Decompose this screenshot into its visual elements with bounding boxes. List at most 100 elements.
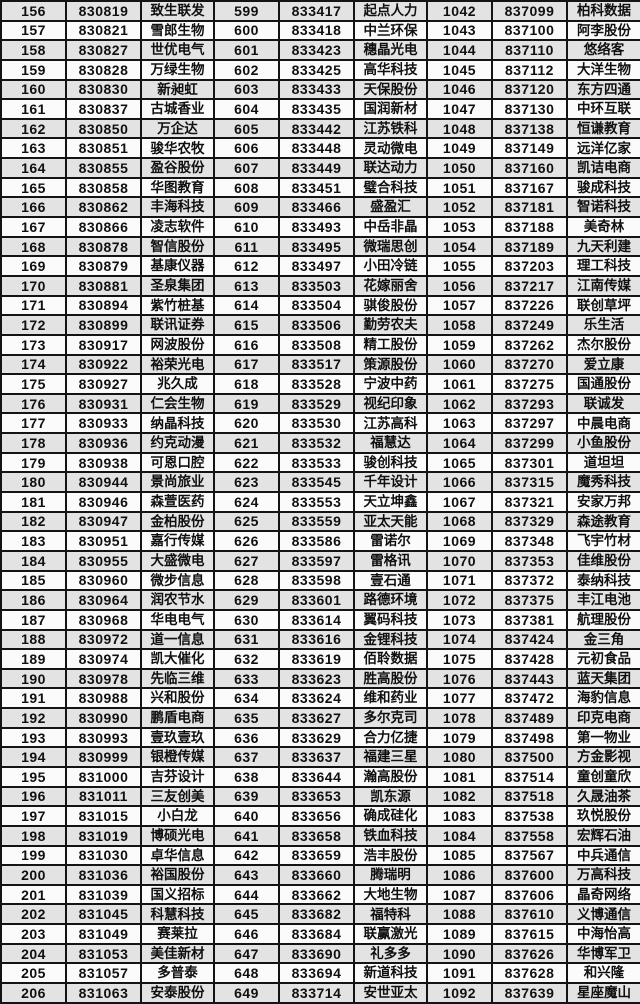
name-cell: 中海怡高 (566, 923, 640, 945)
rank-cell: 1059 (426, 333, 493, 356)
name-cell: 灵动微电 (353, 137, 428, 160)
rank-cell: 633 (213, 667, 280, 690)
rank-cell: 1051 (426, 176, 493, 199)
code-cell: 837600 (491, 864, 568, 886)
code-cell: 830851 (65, 137, 142, 160)
code-cell: 837498 (491, 726, 568, 749)
code-cell: 837428 (491, 648, 568, 670)
rank-cell: 184 (0, 549, 67, 572)
name-cell: 金柏股份 (140, 510, 215, 533)
name-cell: 中兰环保 (353, 19, 428, 42)
name-cell: 景尚旅业 (140, 471, 215, 493)
name-cell: 穗晶光电 (353, 39, 428, 61)
code-cell: 833553 (278, 491, 355, 513)
name-cell: 联赢激光 (353, 923, 428, 945)
code-cell: 837110 (491, 39, 568, 61)
table-row: 199 831030 卓华信息 642 833659 浩丰股份 1085 837567 中兵通信 (0, 844, 640, 867)
rank-cell: 195 (0, 766, 67, 788)
name-cell: 新昶虹 (140, 78, 215, 101)
code-cell: 830993 (65, 726, 142, 749)
rank-cell: 607 (213, 157, 280, 179)
rank-cell: 1091 (426, 962, 493, 985)
code-cell: 837293 (491, 392, 568, 415)
code-cell: 830946 (65, 491, 142, 513)
name-cell: 千年设计 (353, 471, 428, 493)
rank-cell: 1081 (426, 766, 493, 788)
name-cell: 阿李股份 (566, 19, 640, 42)
name-cell: 确成硅化 (353, 805, 428, 827)
table-row: 158 830827 世优电气 601 833423 穗晶光电 1044 837110 悠络客 (0, 39, 640, 61)
code-cell: 833627 (278, 707, 355, 729)
name-cell: 国润新材 (353, 98, 428, 120)
name-cell: 大地生物 (353, 883, 428, 906)
name-cell: 联创草坪 (566, 294, 640, 317)
name-cell: 高华科技 (353, 58, 428, 81)
rank-cell: 1082 (426, 785, 493, 808)
code-cell: 833659 (278, 844, 355, 867)
name-cell: 联诚发 (566, 392, 640, 415)
name-cell: 裕国股份 (140, 864, 215, 886)
code-cell: 830972 (65, 628, 142, 651)
rank-cell: 166 (0, 196, 67, 219)
rank-cell: 173 (0, 333, 67, 356)
rank-cell: 185 (0, 569, 67, 592)
code-cell: 833682 (278, 903, 355, 926)
name-cell: 天保股份 (353, 78, 428, 101)
rank-cell: 163 (0, 137, 67, 160)
rank-cell: 603 (213, 78, 280, 101)
name-cell: 微瑞思创 (353, 235, 428, 258)
name-cell: 佳维股份 (566, 549, 640, 572)
name-cell: 路德环境 (353, 589, 428, 611)
code-cell: 830938 (65, 451, 142, 474)
code-cell: 833714 (278, 982, 355, 1004)
code-cell: 830933 (65, 412, 142, 435)
rank-cell: 1073 (426, 608, 493, 631)
code-cell: 833619 (278, 648, 355, 670)
code-cell: 830999 (65, 746, 142, 768)
name-cell: 骏创科技 (353, 451, 428, 474)
table-row: 177 830933 纳晶科技 620 833530 江苏高科 1063 837297 中晨电商 (0, 412, 640, 435)
name-cell: 合力亿捷 (353, 726, 428, 749)
name-cell: 宁波中药 (353, 373, 428, 395)
name-cell: 理工科技 (566, 255, 640, 277)
code-cell: 833435 (278, 98, 355, 120)
code-cell: 833449 (278, 157, 355, 179)
code-cell: 837226 (491, 294, 568, 317)
code-cell: 833517 (278, 353, 355, 376)
rank-cell: 187 (0, 608, 67, 631)
name-cell: 蓝天集团 (566, 667, 640, 690)
code-cell: 833508 (278, 333, 355, 356)
code-cell: 833637 (278, 746, 355, 768)
name-cell: 中环互联 (566, 98, 640, 120)
code-cell: 830931 (65, 392, 142, 415)
name-cell: 金锂科技 (353, 628, 428, 651)
name-cell: 精工股份 (353, 333, 428, 356)
code-cell: 833433 (278, 78, 355, 101)
rank-cell: 1046 (426, 78, 493, 101)
rank-cell: 1043 (426, 19, 493, 42)
rank-cell: 204 (0, 942, 67, 965)
table-row: 162 830850 万企达 605 833442 江苏铁科 1048 837138 恒谦教育 (0, 117, 640, 140)
rank-cell: 635 (213, 707, 280, 729)
rank-cell: 174 (0, 353, 67, 376)
rank-cell: 615 (213, 314, 280, 336)
rank-cell: 1062 (426, 392, 493, 415)
code-cell: 833601 (278, 589, 355, 611)
code-cell: 830936 (65, 432, 142, 454)
rank-cell: 1083 (426, 805, 493, 827)
rank-cell: 177 (0, 412, 67, 435)
rank-cell: 647 (213, 942, 280, 965)
code-cell: 833660 (278, 864, 355, 886)
rank-cell: 170 (0, 274, 67, 297)
name-cell: 可恩口腔 (140, 451, 215, 474)
code-cell: 837443 (491, 667, 568, 690)
code-cell: 833690 (278, 942, 355, 965)
rank-cell: 1077 (426, 687, 493, 710)
code-cell: 831019 (65, 824, 142, 847)
code-cell: 833529 (278, 392, 355, 415)
name-cell: 瀚高股份 (353, 766, 428, 788)
code-cell: 837489 (491, 707, 568, 729)
rank-cell: 1070 (426, 549, 493, 572)
